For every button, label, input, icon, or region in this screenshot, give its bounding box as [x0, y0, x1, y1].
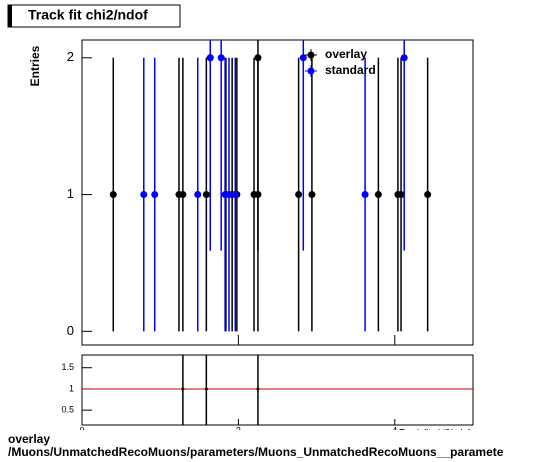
point	[217, 54, 225, 62]
point	[202, 191, 210, 199]
point	[204, 387, 208, 391]
plot-frame	[81, 39, 474, 346]
point	[254, 191, 262, 199]
point	[400, 54, 408, 62]
point	[151, 191, 159, 199]
point	[374, 191, 382, 199]
legend-label: standard	[325, 63, 376, 77]
y-tick-label: 1.5	[61, 362, 74, 372]
point	[179, 191, 187, 199]
point	[361, 191, 369, 199]
footer-line: /Muons/UnmatchedRecoMuons/parameters/Muo…	[8, 445, 504, 459]
legend-label: overlay	[325, 47, 367, 61]
y-tick-label: 0	[67, 323, 74, 338]
plot-area	[109, 40, 432, 332]
point	[206, 54, 214, 62]
point	[397, 191, 405, 199]
point	[194, 191, 202, 199]
footer-bg	[0, 430, 546, 462]
y-tick-label: 1	[69, 383, 74, 393]
point	[308, 191, 316, 199]
title-box-edge	[8, 5, 12, 27]
point	[256, 387, 260, 391]
point	[140, 191, 148, 199]
point	[225, 191, 233, 199]
point	[109, 191, 117, 199]
legend-marker	[307, 67, 315, 75]
point	[231, 191, 239, 199]
plot-area	[82, 355, 473, 425]
y-tick-label: 0.5	[61, 405, 74, 415]
y-tick-label: 1	[67, 186, 74, 201]
point	[299, 54, 307, 62]
footer-line: overlay	[8, 432, 50, 446]
legend-marker	[307, 51, 315, 59]
y-axis-label: Entries	[28, 45, 42, 86]
y-tick-label: 2	[67, 49, 74, 64]
point	[295, 191, 303, 199]
point	[181, 387, 185, 391]
ratio-frame	[81, 354, 474, 426]
point	[424, 191, 432, 199]
chart-title: Track fit chi2/ndof	[28, 7, 148, 23]
